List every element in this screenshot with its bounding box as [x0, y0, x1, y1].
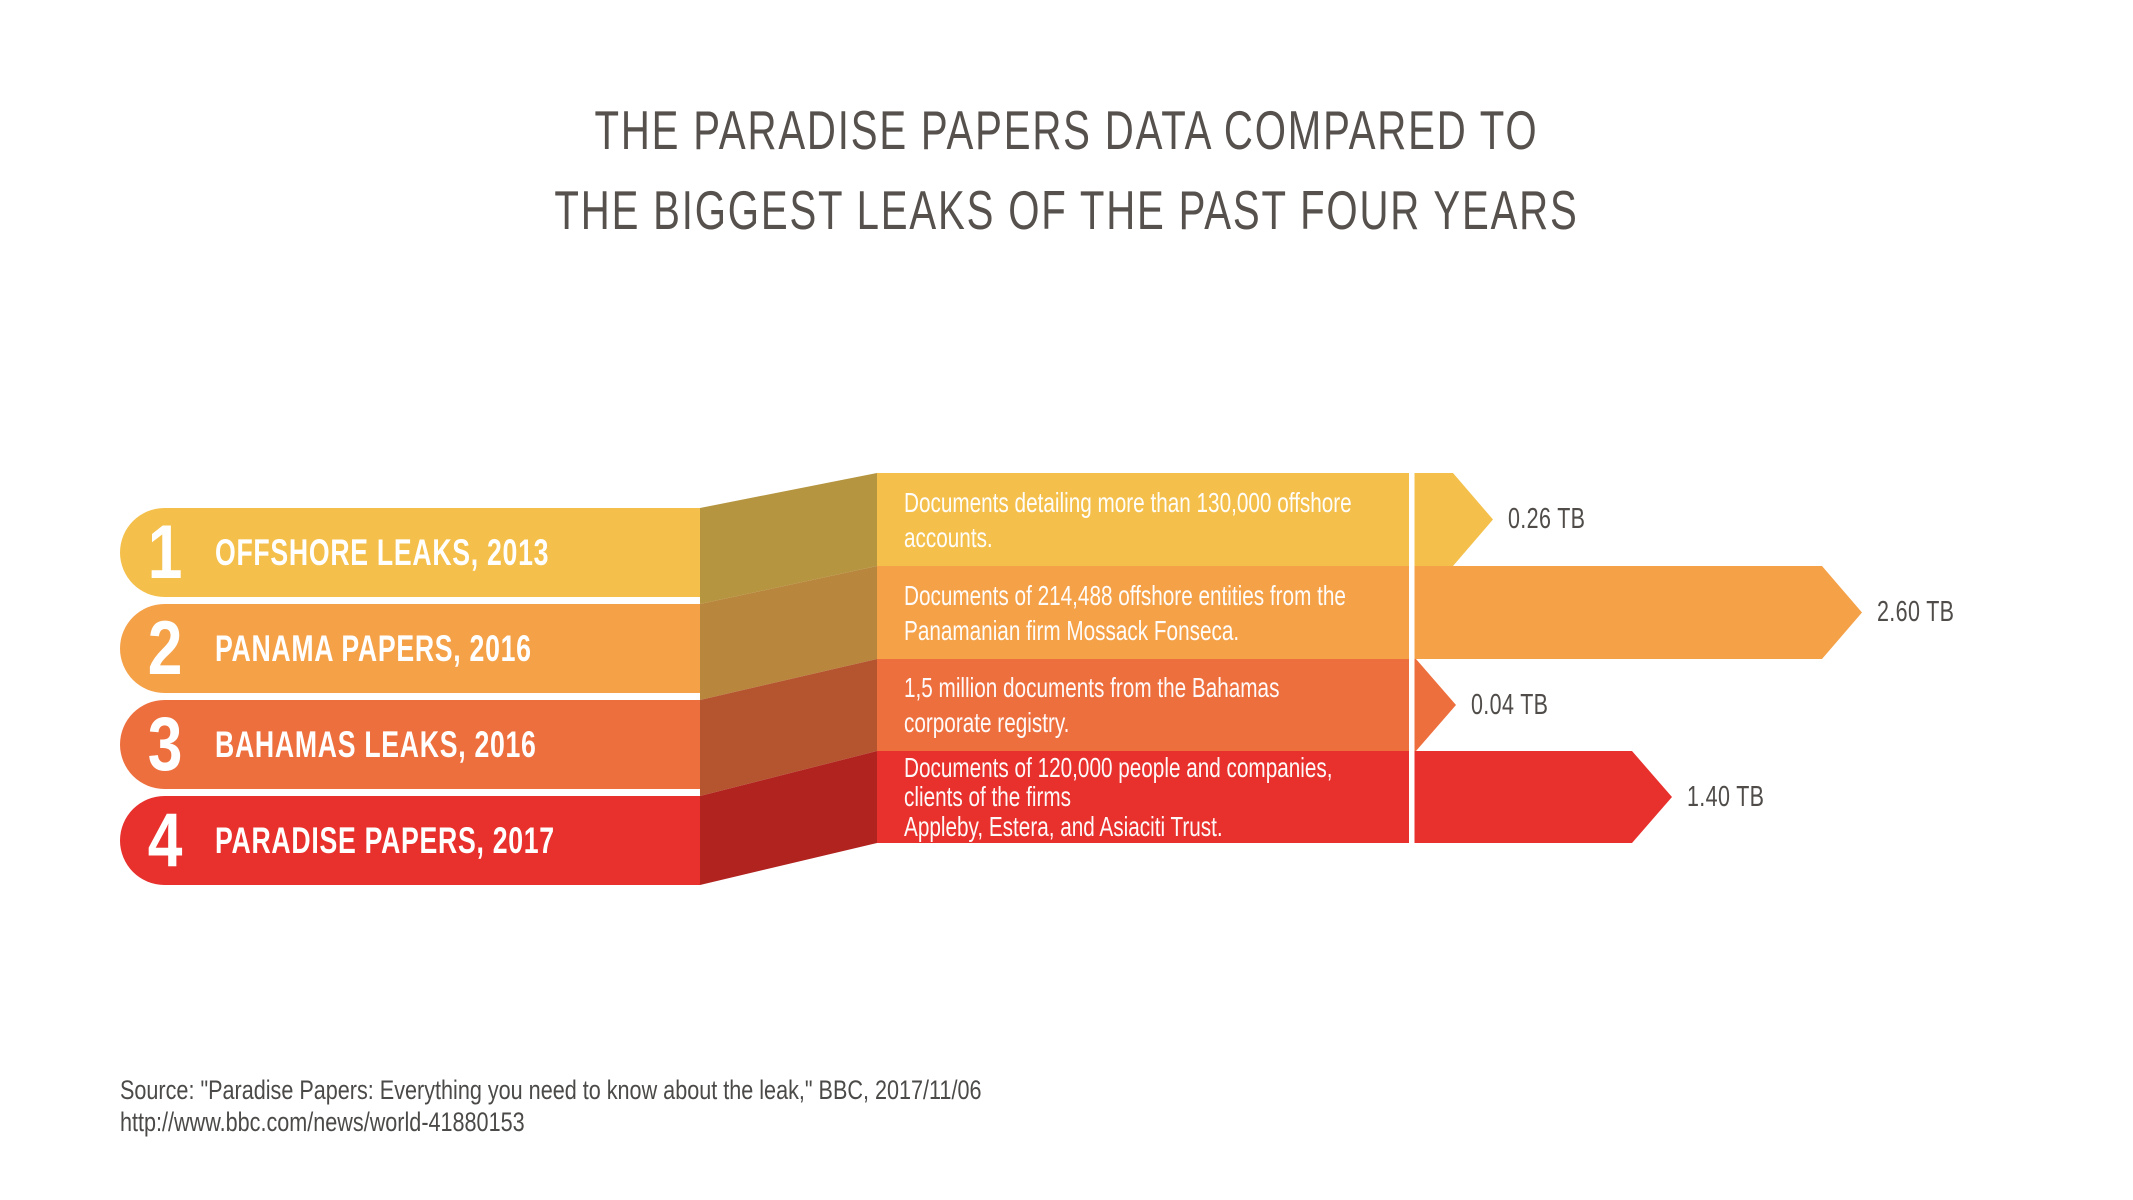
- data-bar-3: [877, 659, 1456, 751]
- chart-title-line-1: THE PARADISE PAPERS DATA COMPARED TO: [594, 99, 1539, 161]
- leak-name-4: PARADISE PAPERS, 2017: [215, 796, 715, 885]
- leak-name-text-3: BAHAMAS LEAKS, 2016: [215, 723, 537, 765]
- leak-name-text-1: OFFSHORE LEAKS, 2013: [215, 531, 550, 573]
- size-value-1: 0.26 TB: [1508, 499, 1613, 541]
- chart-title-line-2: THE BIGGEST LEAKS OF THE PAST FOUR YEARS: [554, 179, 1579, 241]
- source-citation: Source: "Paradise Papers: Everything you…: [120, 1074, 1197, 1106]
- rank-pill-3: [120, 700, 700, 789]
- rank-number-text-1: 1: [147, 510, 183, 595]
- leak-description-4: Documents of 120,000 people and companie…: [904, 751, 1444, 843]
- size-value-4: 1.40 TB: [1687, 776, 1792, 818]
- leak-description-2: Documents of 214,488 offshore entities f…: [904, 566, 1444, 659]
- ribbon-fold-3: [700, 659, 877, 796]
- leak-description-text-4: Documents of 120,000 people and companie…: [904, 751, 1333, 842]
- rank-number-text-3: 3: [147, 702, 183, 787]
- size-value-text-1: 0.26 TB: [1508, 503, 1586, 535]
- leak-name-text-4: PARADISE PAPERS, 2017: [215, 819, 555, 861]
- ribbon-fold-1: [700, 473, 877, 604]
- ribbon-fold-2: [700, 566, 877, 700]
- source-url: http://www.bbc.com/news/world-41880153: [120, 1106, 626, 1138]
- leak-description-text-2: Documents of 214,488 offshore entities f…: [904, 579, 1346, 646]
- size-value-text-4: 1.40 TB: [1687, 780, 1765, 813]
- rank-number-text-2: 2: [147, 606, 183, 691]
- ribbon-fold-4: [700, 751, 877, 885]
- rank-number-text-4: 4: [147, 798, 183, 883]
- rank-number-1: 1: [118, 508, 212, 597]
- leak-description-text-3: 1,5 million documents from the Bahamas c…: [904, 672, 1280, 738]
- rank-pill-2: [120, 604, 700, 693]
- leak-name-2: PANAMA PAPERS, 2016: [215, 604, 715, 693]
- leak-name-3: BAHAMAS LEAKS, 2016: [215, 700, 715, 789]
- data-bar-2: [877, 566, 1862, 659]
- data-bar-1: [877, 473, 1493, 566]
- leak-description-3: 1,5 million documents from the Bahamas c…: [904, 659, 1444, 751]
- size-value-3: 0.04 TB: [1471, 684, 1576, 726]
- size-value-2: 2.60 TB: [1877, 592, 1982, 634]
- leak-name-1: OFFSHORE LEAKS, 2013: [215, 508, 715, 597]
- data-bar-4: [877, 751, 1672, 843]
- rank-number-3: 3: [118, 700, 212, 789]
- source-citation-text: Source: "Paradise Papers: Everything you…: [120, 1075, 982, 1105]
- rank-number-4: 4: [118, 796, 212, 885]
- baseline-divider: [1409, 473, 1415, 843]
- leak-description-text-1: Documents detailing more than 130,000 of…: [904, 486, 1352, 553]
- rank-pill-4: [120, 796, 700, 885]
- size-value-text-3: 0.04 TB: [1471, 688, 1549, 721]
- leak-name-text-2: PANAMA PAPERS, 2016: [215, 627, 532, 669]
- leak-description-1: Documents detailing more than 130,000 of…: [904, 473, 1444, 566]
- rank-number-2: 2: [118, 604, 212, 693]
- source-url-text: http://www.bbc.com/news/world-41880153: [120, 1107, 525, 1137]
- rank-pill-1: [120, 508, 700, 597]
- size-value-text-2: 2.60 TB: [1877, 596, 1955, 628]
